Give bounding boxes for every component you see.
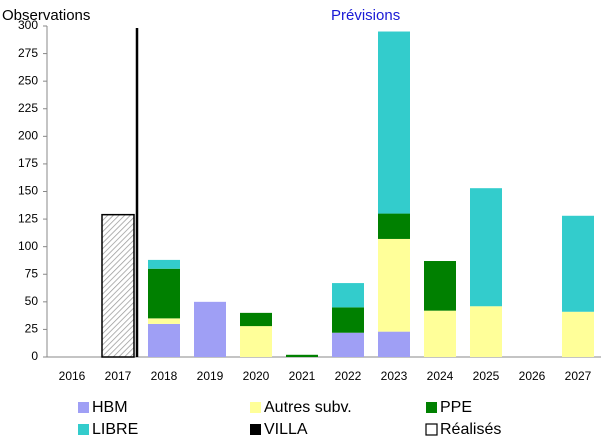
bar xyxy=(148,323,180,357)
bar xyxy=(562,311,594,357)
y-tick-label: 100 xyxy=(18,239,38,253)
bar xyxy=(562,215,594,312)
legend-swatch xyxy=(250,424,261,435)
y-tick-label: 50 xyxy=(25,294,39,308)
y-tick-label: 125 xyxy=(18,211,38,225)
bar xyxy=(378,238,410,332)
x-tick-label: 2022 xyxy=(335,369,362,383)
x-tick-label: 2018 xyxy=(151,369,178,383)
bar xyxy=(332,332,364,357)
x-tick-label: 2021 xyxy=(289,369,316,383)
legend-swatch xyxy=(425,423,438,436)
legend-label: VILLA xyxy=(264,421,308,438)
bar xyxy=(286,354,318,357)
bar xyxy=(470,188,502,307)
bar xyxy=(148,259,180,269)
y-tick-label: 250 xyxy=(18,73,38,87)
legend-swatch xyxy=(78,402,89,413)
x-tick-label: 2017 xyxy=(105,369,132,383)
bar xyxy=(424,310,456,357)
bar xyxy=(378,31,410,214)
bar xyxy=(332,283,364,308)
legend-swatch xyxy=(250,402,261,413)
x-tick-label: 2019 xyxy=(197,369,224,383)
bar xyxy=(240,312,272,327)
y-tick-label: 175 xyxy=(18,156,38,170)
legend-swatch xyxy=(78,424,89,435)
x-tick-label: 2027 xyxy=(565,369,592,383)
y-tick-label: 225 xyxy=(18,101,38,115)
annotation: Observations xyxy=(2,7,90,24)
x-tick-label: 2020 xyxy=(243,369,270,383)
legend-label: PPE xyxy=(440,399,472,416)
annotation: Prévisions xyxy=(331,7,400,24)
y-tick-label: 75 xyxy=(25,266,39,280)
bar xyxy=(148,318,180,324)
bar xyxy=(378,213,410,239)
bar xyxy=(378,331,410,357)
x-tick-label: 2025 xyxy=(473,369,500,383)
bar xyxy=(101,213,135,358)
x-tick-label: 2026 xyxy=(519,369,546,383)
bar xyxy=(240,326,272,357)
bar xyxy=(148,268,180,319)
bar xyxy=(424,261,456,311)
bar xyxy=(332,307,364,333)
y-tick-label: 300 xyxy=(18,18,38,32)
bar xyxy=(194,301,226,357)
y-tick-label: 0 xyxy=(31,349,38,363)
legend-label: Autres subv. xyxy=(264,399,352,416)
y-tick-label: 200 xyxy=(18,129,38,143)
y-tick-label: 25 xyxy=(25,322,39,336)
bar xyxy=(470,306,502,357)
x-tick-label: 2024 xyxy=(427,369,454,383)
x-tick-label: 2023 xyxy=(381,369,408,383)
y-tick-label: 275 xyxy=(18,46,38,60)
legend-swatch xyxy=(426,402,437,413)
x-tick-label: 2016 xyxy=(59,369,86,383)
legend-label: Réalisés xyxy=(440,421,501,438)
y-tick-label: 150 xyxy=(18,184,38,198)
legend-label: LIBRE xyxy=(92,421,138,438)
legend-label: HBM xyxy=(92,399,128,416)
